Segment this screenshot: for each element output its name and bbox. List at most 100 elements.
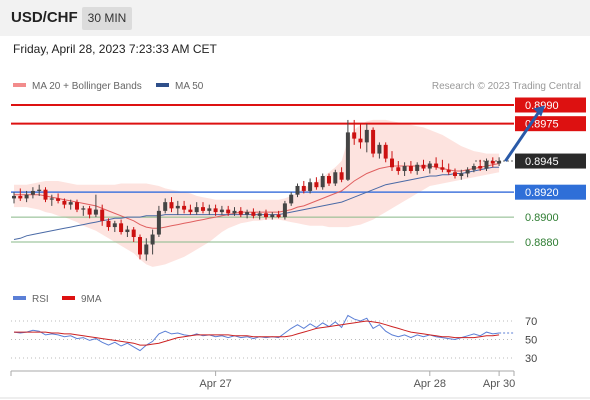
support-level-label: 0.8880 xyxy=(525,237,559,249)
candle-body xyxy=(226,209,231,214)
candle xyxy=(138,234,142,260)
candle xyxy=(169,197,174,213)
last-price-box xyxy=(515,153,586,169)
candle xyxy=(238,207,243,218)
candle xyxy=(62,198,67,209)
legend-ma20: MA 20 + Bollinger Bands xyxy=(13,81,142,92)
rsi-swatch xyxy=(13,296,26,301)
last-price-label: 0.8945 xyxy=(525,156,559,168)
candle-body xyxy=(308,182,313,191)
candle-body xyxy=(339,172,344,180)
candle-body xyxy=(87,208,92,215)
support-level-label: 0.8900 xyxy=(525,212,559,224)
legend-rsi: RSI xyxy=(13,294,49,305)
candle xyxy=(24,190,29,203)
candle xyxy=(201,202,205,214)
candle xyxy=(490,157,495,168)
ma50-swatch xyxy=(156,83,169,88)
rsi-ma-line xyxy=(14,320,500,346)
candle-body xyxy=(18,195,23,199)
candle-body xyxy=(182,205,187,210)
candle xyxy=(484,158,489,172)
candle-body xyxy=(56,198,61,201)
candle xyxy=(75,199,79,213)
candle-body xyxy=(194,207,199,213)
candle-body xyxy=(213,208,218,213)
candle xyxy=(194,202,199,215)
rsi-ma-swatch xyxy=(62,296,75,301)
candle-body xyxy=(471,166,476,170)
candle-body xyxy=(219,209,224,213)
candle-body xyxy=(257,213,262,216)
legend-ma50: MA 50 xyxy=(156,81,203,92)
candle-body xyxy=(12,195,16,199)
candle-body xyxy=(289,194,294,204)
candle xyxy=(100,204,105,226)
candle-body xyxy=(125,229,130,233)
candle-body xyxy=(352,132,357,139)
candle-body xyxy=(81,208,86,210)
candle-body xyxy=(358,138,363,143)
candle xyxy=(150,229,155,255)
candle xyxy=(415,162,420,175)
rsi-ma-label: 9MA xyxy=(81,294,102,305)
x-axis-tick-label: Apr 30 xyxy=(483,378,515,390)
candle-body xyxy=(37,189,42,191)
candle xyxy=(282,200,287,220)
candle-body xyxy=(497,161,502,164)
candle xyxy=(144,238,149,261)
candle-body xyxy=(453,172,457,176)
candle-body xyxy=(150,234,155,245)
candle-body xyxy=(490,161,495,164)
candle-body xyxy=(314,182,319,188)
candle-body xyxy=(320,175,325,188)
candle xyxy=(402,162,407,176)
resistance-label-box xyxy=(515,97,586,113)
legend-rsi-ma: 9MA xyxy=(62,294,102,305)
candle xyxy=(371,127,376,158)
timeframe-badge[interactable]: 30 MIN xyxy=(82,7,132,30)
candle xyxy=(427,161,432,174)
candle xyxy=(377,142,382,159)
candle-body xyxy=(112,223,117,228)
candle-body xyxy=(207,208,212,211)
candle-body xyxy=(415,164,420,172)
candle xyxy=(245,209,250,219)
rsi-tick-label: 50 xyxy=(525,335,537,347)
candle-body xyxy=(43,189,48,200)
candle xyxy=(37,184,42,196)
candle xyxy=(156,205,161,238)
candle-body xyxy=(119,223,124,233)
candle xyxy=(207,204,212,215)
candle xyxy=(163,198,168,214)
candle xyxy=(301,180,306,194)
candle-body xyxy=(377,144,382,154)
candle-body xyxy=(188,209,193,213)
candle-body xyxy=(201,207,205,211)
candle xyxy=(276,210,281,219)
candle xyxy=(18,188,23,201)
candle-body xyxy=(282,203,287,218)
candle xyxy=(93,194,98,218)
candle xyxy=(446,163,451,175)
x-axis-tick-label: Apr 28 xyxy=(414,378,446,390)
candle-body xyxy=(364,129,369,143)
candle xyxy=(434,157,439,170)
candle xyxy=(251,208,256,219)
resistance-level-label: 0.8990 xyxy=(525,100,559,112)
candle xyxy=(453,168,457,179)
candle-body xyxy=(232,210,237,214)
candle xyxy=(352,119,357,145)
candle xyxy=(396,161,401,175)
candle xyxy=(295,183,300,198)
candle xyxy=(408,161,413,174)
candle-body xyxy=(276,214,281,218)
candle xyxy=(226,205,231,216)
candle xyxy=(471,163,476,173)
candle-body xyxy=(427,163,432,169)
candle xyxy=(219,205,224,215)
candle-body xyxy=(295,185,300,195)
candle-body xyxy=(100,209,105,221)
candle xyxy=(459,169,464,180)
candle-body xyxy=(440,167,445,170)
